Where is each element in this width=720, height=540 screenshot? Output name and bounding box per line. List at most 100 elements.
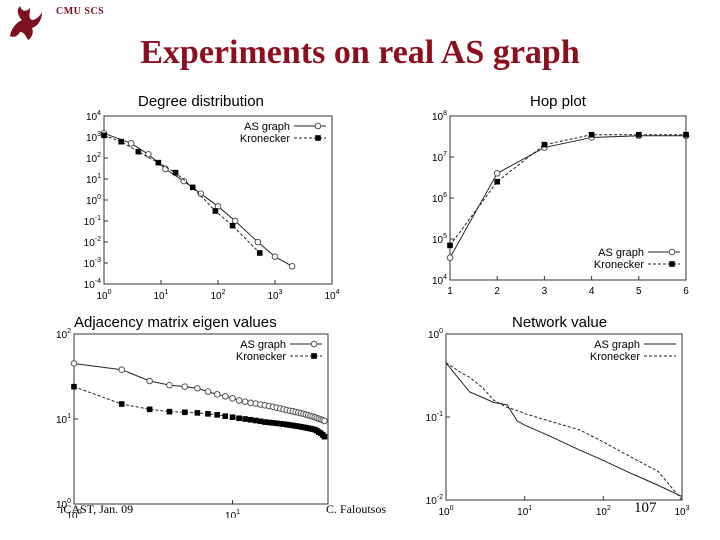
data-point-square xyxy=(252,417,259,424)
data-point-square xyxy=(636,131,642,138)
data-point-circle xyxy=(145,151,152,158)
data-point-circle xyxy=(221,392,229,400)
data-point-square xyxy=(447,242,453,249)
netvalue-plot-title: Network value xyxy=(512,314,608,331)
x-tick-label: 100 xyxy=(96,289,111,300)
data-point-square xyxy=(194,410,201,416)
data-point-circle xyxy=(70,360,78,367)
legend-marker xyxy=(314,122,322,130)
data-point-square xyxy=(256,250,263,256)
data-point-circle xyxy=(321,417,328,425)
data-point-circle xyxy=(166,381,173,389)
y-tick-label: 104 xyxy=(86,110,101,123)
y-tick-label: 103 xyxy=(86,131,101,144)
footer-author: C. Faloutsos xyxy=(326,502,387,516)
y-tick-label: 108 xyxy=(432,110,447,123)
data-point-square xyxy=(166,408,173,415)
data-point-circle xyxy=(446,254,454,261)
data-point-circle xyxy=(241,398,249,405)
data-point-circle xyxy=(204,388,212,395)
data-point-square xyxy=(242,416,248,422)
data-point-square xyxy=(257,418,264,425)
data-point-square xyxy=(229,414,236,420)
data-point-square xyxy=(247,416,254,423)
hop-plot-title: Hop plot xyxy=(530,93,586,110)
data-point-square xyxy=(273,420,280,427)
data-point-circle xyxy=(118,366,126,374)
page-number: 107 xyxy=(634,500,657,516)
series-line xyxy=(103,134,261,254)
plot-frame xyxy=(445,333,683,501)
x-tick-label: 100 xyxy=(438,505,453,518)
data-point-circle xyxy=(181,383,189,390)
data-point-square xyxy=(118,401,125,407)
y-tick-label: 102 xyxy=(56,328,71,341)
data-point-circle xyxy=(146,377,153,385)
y-tick-label: 101 xyxy=(56,413,71,426)
series-line xyxy=(445,362,683,498)
series-line xyxy=(103,132,293,267)
y-tick-label: 10-1 xyxy=(426,411,443,424)
slide-title: Experiments on real AS graph xyxy=(140,34,580,71)
data-point-square xyxy=(172,169,179,176)
data-point-square xyxy=(155,159,162,166)
legend-label: Kronecker xyxy=(240,133,290,145)
data-point-square xyxy=(270,420,276,426)
legend-marker xyxy=(668,248,676,256)
data-point-square xyxy=(222,413,229,419)
y-tick-label: 100 xyxy=(56,498,71,511)
data-point-square xyxy=(494,178,500,185)
data-point-circle xyxy=(235,397,243,404)
x-tick-label: 101 xyxy=(225,509,240,518)
x-tick-label: 102 xyxy=(596,505,611,518)
data-point-square xyxy=(189,184,196,191)
plot-frame xyxy=(449,115,687,281)
data-point-square xyxy=(280,421,287,427)
y-tick-label: 107 xyxy=(432,151,447,164)
data-point-circle xyxy=(271,253,279,260)
series-line xyxy=(449,135,686,258)
x-tick-label: 5 xyxy=(636,286,642,297)
x-tick-label: 100 xyxy=(66,509,81,518)
legend-marker xyxy=(311,353,317,359)
eigen-plot-title: Adjacency matrix eigen values xyxy=(74,314,277,331)
legend-label: AS graph xyxy=(594,339,640,351)
data-point-square xyxy=(290,422,296,429)
legend-label: AS graph xyxy=(240,339,286,351)
x-tick-label: 101 xyxy=(517,505,532,518)
data-point-square xyxy=(236,415,242,422)
x-tick-label: 103 xyxy=(267,289,282,300)
data-point-square xyxy=(214,412,220,418)
data-point-square xyxy=(541,141,548,148)
data-point-circle xyxy=(162,165,169,173)
data-point-square xyxy=(135,148,142,155)
legend-label: Kronecker xyxy=(594,259,644,271)
series-line xyxy=(449,134,686,246)
y-tick-label: 100 xyxy=(86,194,101,207)
x-tick-label: 2 xyxy=(494,286,500,297)
data-point-square xyxy=(71,383,77,390)
y-tick-label: 106 xyxy=(432,192,447,205)
org-name: CMU SCS xyxy=(56,6,105,17)
degree-plot-title: Degree distribution xyxy=(138,93,264,110)
legend-label: Kronecker xyxy=(236,351,286,363)
data-point-circle xyxy=(288,262,296,270)
data-point-square xyxy=(101,132,107,139)
data-point-circle xyxy=(180,177,187,185)
data-point-circle xyxy=(254,238,262,246)
series-line xyxy=(445,362,683,501)
x-tick-label: 6 xyxy=(683,286,689,297)
y-tick-label: 10-2 xyxy=(84,236,101,249)
y-tick-label: 10-2 xyxy=(426,494,443,507)
data-point-circle xyxy=(229,395,236,402)
x-tick-label: 102 xyxy=(210,289,225,300)
data-point-circle xyxy=(213,391,221,398)
x-tick-label: 4 xyxy=(589,286,595,297)
data-point-square xyxy=(205,411,211,417)
data-point-square xyxy=(683,131,689,138)
data-point-square xyxy=(262,419,268,425)
data-point-square xyxy=(229,222,236,229)
